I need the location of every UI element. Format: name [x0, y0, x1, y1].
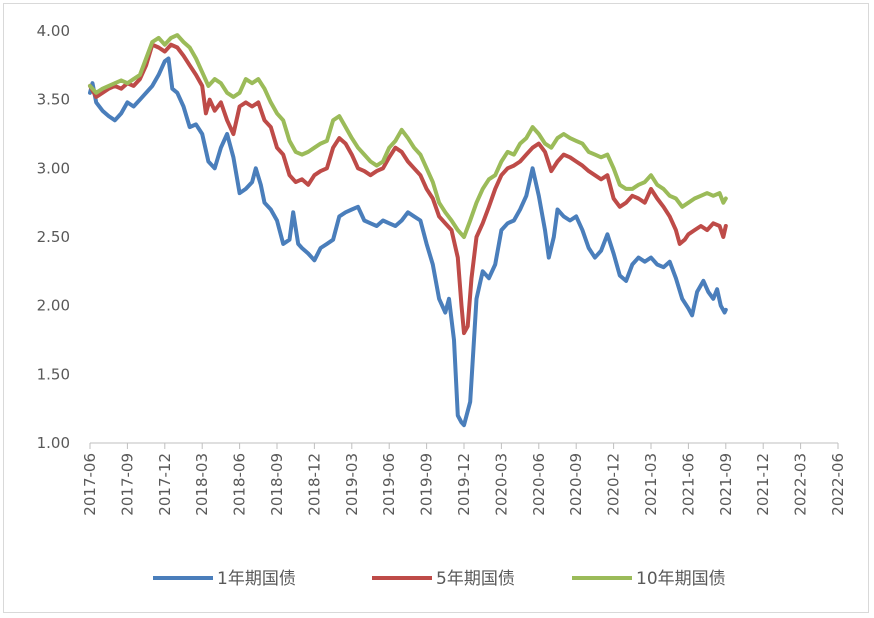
x-tick-label: 2019-12 — [455, 453, 473, 516]
x-tick-label: 2020-12 — [605, 453, 623, 516]
x-tick-label: 2017-09 — [118, 453, 136, 516]
legend-label-0: 1年期国债 — [217, 569, 296, 589]
y-tick-label: 2.50 — [37, 228, 70, 246]
x-tick-label: 2022-03 — [792, 453, 810, 516]
legend-label-2: 10年期国债 — [636, 569, 726, 589]
x-tick-label: 2018-09 — [268, 453, 286, 516]
x-tick-label: 2019-03 — [343, 453, 361, 516]
chart-frame — [3, 3, 869, 613]
x-tick-label: 2017-12 — [156, 453, 174, 516]
series-line-0 — [88, 56, 728, 428]
x-tick-label: 2021-12 — [754, 453, 772, 516]
legend-label-1: 5年期国债 — [436, 569, 515, 589]
y-tick-label: 3.50 — [37, 91, 70, 109]
x-tick-label: 2020-09 — [567, 453, 585, 516]
x-tick-label: 2018-12 — [305, 453, 323, 516]
y-tick-label: 2.00 — [37, 297, 70, 315]
series-lines — [88, 33, 728, 428]
x-axis-ticks: 2017-06 2017-09 2017-12 2018-03 2018-06 2018-… — [81, 443, 847, 516]
x-tick-label: 2020-06 — [530, 453, 548, 516]
x-tick-label: 2022-06 — [829, 453, 847, 516]
x-tick-label: 2020-03 — [492, 453, 510, 516]
legend: 1年期国债 5年期国债 10年期国债 — [153, 569, 726, 589]
y-tick-label: 1.00 — [37, 434, 70, 452]
y-tick-label: 1.50 — [37, 365, 70, 383]
series-line-2 — [88, 33, 728, 239]
x-tick-label: 2021-06 — [679, 453, 697, 516]
x-tick-label: 2018-06 — [231, 453, 249, 516]
x-tick-label: 2017-06 — [81, 453, 99, 516]
x-tick-label: 2018-03 — [193, 453, 211, 516]
y-tick-label: 3.00 — [37, 159, 70, 177]
series-line-1 — [88, 42, 728, 336]
x-tick-label: 2021-03 — [642, 453, 660, 516]
y-tick-label: 4.00 — [37, 22, 70, 40]
y-axis-ticks: 1.00 1.50 2.00 2.50 3.00 3.50 4.00 — [37, 22, 70, 452]
x-tick-label: 2019-06 — [380, 453, 398, 516]
x-tick-label: 2021-09 — [717, 453, 735, 516]
x-tick-label: 2019-09 — [418, 453, 436, 516]
